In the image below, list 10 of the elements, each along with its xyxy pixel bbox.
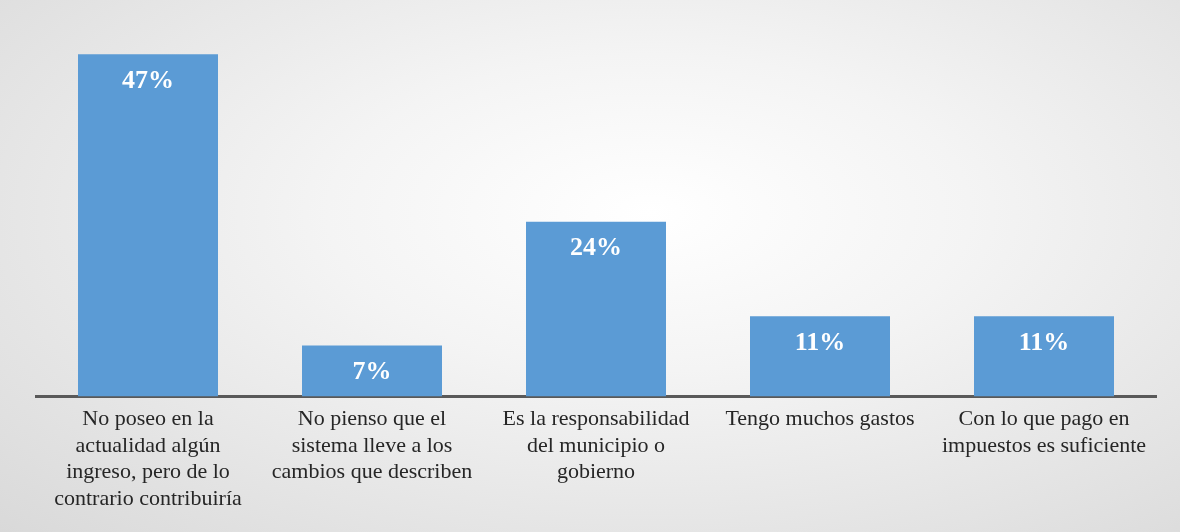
data-label: 11% [1018,327,1070,357]
data-label: 47% [122,64,174,94]
x-tick-label: Con lo que pago en impuestos es suficiente [941,405,1147,457]
x-tick-label: No pienso que el sistema lleve a los cambios que describen [271,405,473,484]
data-label: 11% [794,327,846,357]
data-label: 7% [352,356,392,386]
data-label: 24% [570,232,622,262]
x-tick-label: Tengo muchos gastos [725,405,915,431]
x-tick-label: Es la responsabilidad del municipio o gobierno [502,405,690,484]
x-tick-label: No poseo en la actualidad algún ingreso, pero de lo contrario contribuiría [54,405,242,510]
